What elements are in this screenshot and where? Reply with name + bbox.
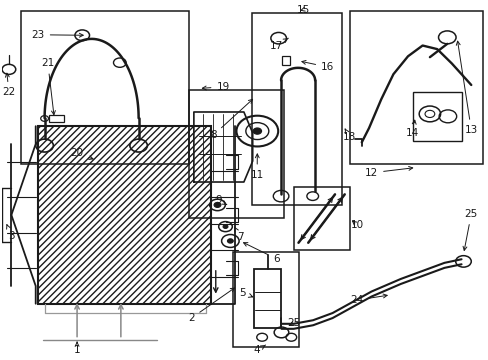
Bar [38, 126, 210, 304]
Text: 21: 21 [41, 58, 55, 115]
Text: 18: 18 [342, 129, 355, 142]
Text: 20: 20 [70, 148, 93, 159]
Bar [21, 12, 189, 164]
Text: 4: 4 [253, 345, 265, 355]
Circle shape [223, 225, 227, 228]
Text: 22: 22 [2, 73, 16, 97]
Text: 12: 12 [364, 166, 412, 178]
Bar [232, 252, 298, 347]
Text: 1: 1 [74, 342, 80, 355]
Bar [293, 187, 349, 250]
Text: 24: 24 [349, 294, 386, 305]
Bar [349, 12, 483, 164]
Bar [282, 56, 289, 65]
Text: 3: 3 [7, 225, 15, 240]
Text: 11: 11 [250, 154, 263, 180]
Bar [49, 115, 64, 122]
Text: 10: 10 [349, 220, 363, 230]
Text: 25: 25 [286, 319, 300, 328]
Text: 17: 17 [269, 38, 288, 50]
Text: 25: 25 [462, 209, 477, 251]
Text: 5: 5 [239, 288, 252, 298]
Bar [412, 92, 461, 140]
Circle shape [253, 128, 261, 134]
Text: 8: 8 [209, 99, 252, 140]
Text: 13: 13 [455, 41, 477, 135]
Text: 6: 6 [243, 243, 279, 264]
Text: 15: 15 [296, 5, 309, 15]
Text: 7: 7 [234, 227, 243, 242]
Text: 16: 16 [301, 60, 334, 72]
Text: 9: 9 [214, 195, 226, 205]
Bar [252, 13, 342, 205]
Text: 23: 23 [31, 30, 83, 40]
Circle shape [227, 239, 233, 243]
Circle shape [214, 202, 221, 207]
Text: 19: 19 [202, 82, 229, 92]
Bar [189, 90, 284, 218]
Text: 14: 14 [406, 120, 419, 138]
Bar [253, 269, 281, 328]
Text: 2: 2 [188, 288, 234, 323]
